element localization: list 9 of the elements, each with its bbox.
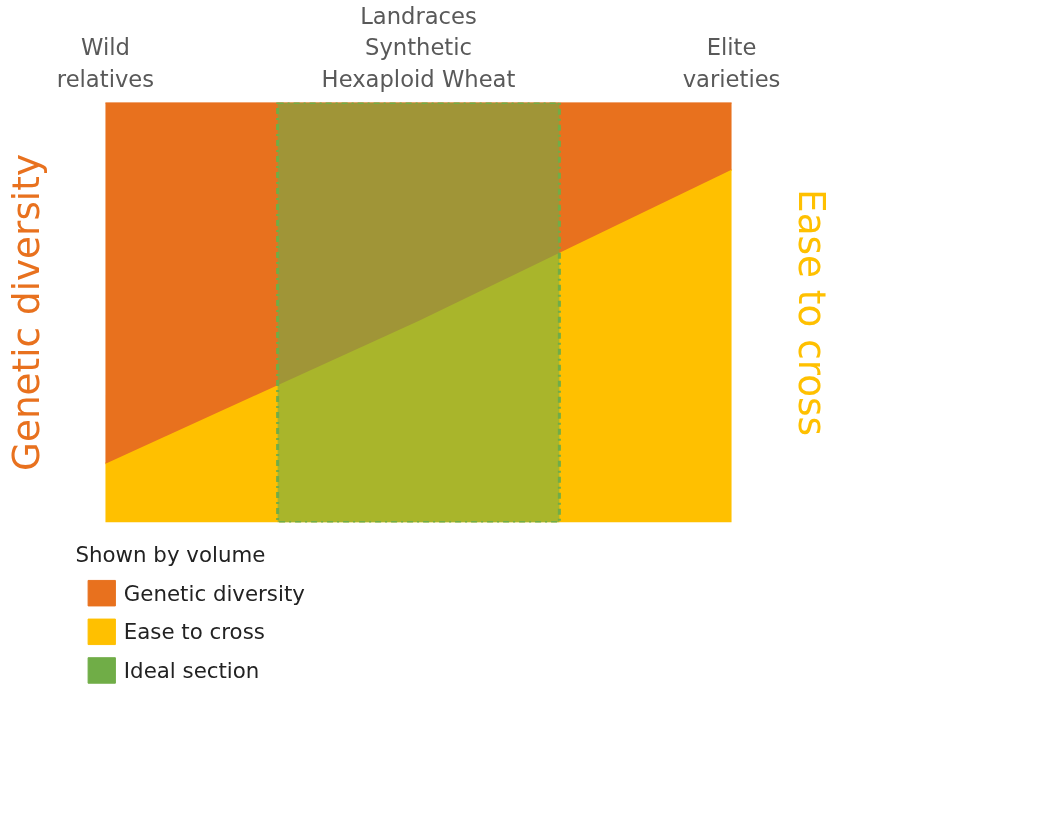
y-axis-title: Genetic diversity <box>3 154 48 471</box>
x-tick-label: Elite varieties <box>682 34 781 92</box>
y2-axis-title: Ease to cross <box>789 189 834 436</box>
legend-title: Shown by volume <box>75 542 266 568</box>
x-tick-label: Wild relatives <box>56 34 155 92</box>
legend-label: Ideal section <box>123 657 260 683</box>
legend-label: Ease to cross <box>123 619 265 645</box>
x-tick-label: Landraces Synthetic Hexaploid Wheat <box>321 3 516 92</box>
legend-label: Genetic diversity <box>123 580 305 606</box>
